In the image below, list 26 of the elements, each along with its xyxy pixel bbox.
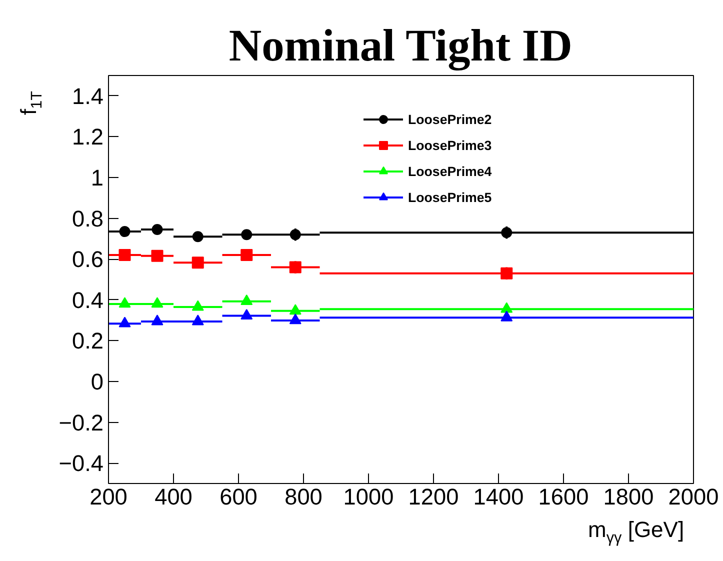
y-tick-label: 0.8 [72,205,104,232]
legend-label: LoosePrime2 [408,112,492,126]
y-tick-label: 1.2 [72,124,104,150]
chart-title: Nominal Tight ID [228,20,572,70]
y-tick-label: 1.4 [72,82,104,109]
legend-label: LoosePrime5 [408,190,492,204]
y-tick-label: 1 [90,164,104,190]
x-tick-label: 2000 [668,484,719,510]
legend-label: LoosePrime3 [408,138,492,152]
legend-label: LoosePrime4 [408,164,492,178]
y-tick-label: 0 [90,368,104,394]
x-tick-label: 1800 [603,484,654,510]
x-tick-label: 1400 [473,484,524,510]
y-tick-label: 0.4 [72,286,104,313]
x-tick-label: 400 [154,484,192,510]
y-tick-label: 0.6 [72,246,104,272]
y-tick-label: −0.4 [58,450,104,476]
x-tick-label: 1200 [408,484,459,510]
x-tick-label: 200 [90,484,128,510]
x-tick-label: 1000 [343,484,394,510]
y-tick-label: 0.2 [72,328,104,354]
x-tick-label: 1600 [538,484,589,510]
y-tick-label: −0.2 [58,409,104,436]
x-axis-title: m$_{γγ}$ [GeV] [588,517,684,548]
x-tick-label: 600 [220,484,258,510]
x-tick-label: 800 [284,484,322,510]
